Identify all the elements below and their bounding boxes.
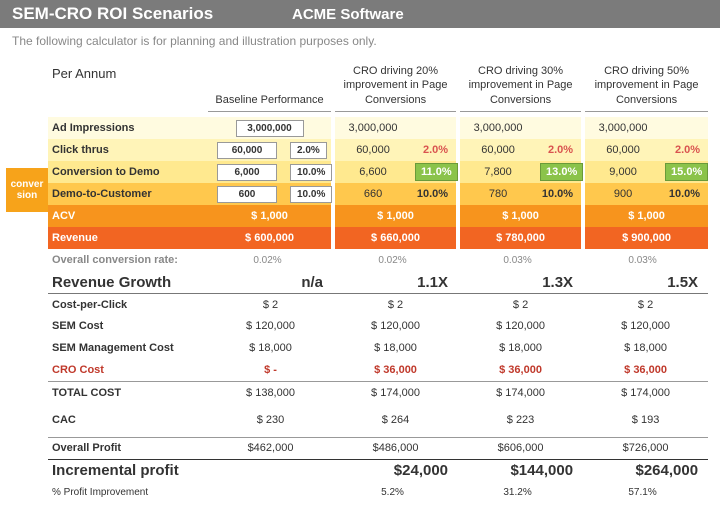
row-conversion-demo: Conversion to Demo 6,000 10.0% 6,60011.0… <box>48 161 708 183</box>
subtitle-text: The following calculator is for planning… <box>0 28 720 62</box>
row-revenue-growth: Revenue Growth n/a 1.1X 1.3X 1.5X <box>48 271 708 293</box>
page-title: SEM-CRO ROI Scenarios <box>12 4 292 24</box>
col-s30: CRO driving 30% improvement in Page Conv… <box>458 62 583 111</box>
input-demo[interactable]: 6,000 <box>217 164 277 181</box>
row-acv: ACV $ 1,000 $ 1,000 $ 1,000 $ 1,000 <box>48 205 708 227</box>
col-baseline: Baseline Performance <box>208 62 333 111</box>
badge-demo-30: 13.0% <box>540 163 583 181</box>
row-pct-improvement: % Profit Improvement 5.2% 31.2% 57.1% <box>48 481 708 503</box>
input-clicks[interactable]: 60,000 <box>217 142 277 159</box>
row-sem-cost: SEM Cost $ 120,000 $ 120,000 $ 120,000 $… <box>48 315 708 337</box>
col-s50: CRO driving 50% improvement in Page Conv… <box>583 62 708 111</box>
row-cac: CAC $ 230 $ 264 $ 223 $ 193 <box>48 409 708 431</box>
company-name: ACME Software <box>292 6 404 23</box>
badge-demo-50: 15.0% <box>665 163 708 181</box>
row-sem-mgt-cost: SEM Management Cost $ 18,000 $ 18,000 $ … <box>48 337 708 359</box>
row-incremental-profit: Incremental profit $24,000 $144,000 $264… <box>48 459 708 481</box>
row-total-cost: TOTAL COST $ 138,000 $ 174,000 $ 174,000… <box>48 381 708 403</box>
row-cpc: Cost-per-Click $ 2 $ 2 $ 2 $ 2 <box>48 293 708 315</box>
input-cust-pct[interactable]: 10.0% <box>290 186 332 203</box>
row-revenue: Revenue $ 600,000 $ 660,000 $ 780,000 $ … <box>48 227 708 249</box>
row-cro-cost: CRO Cost $ - $ 36,000 $ 36,000 $ 36,000 <box>48 359 708 381</box>
col-s20: CRO driving 20% improvement in Page Conv… <box>333 62 458 111</box>
conversion-tag: conver sion <box>6 168 48 212</box>
header-bar: SEM-CRO ROI Scenarios ACME Software <box>0 0 720 28</box>
row-overall-conv: Overall conversion rate: 0.02% 0.02% 0.0… <box>48 249 708 271</box>
input-demo-pct[interactable]: 10.0% <box>290 164 332 181</box>
per-annum-label: Per Annum <box>48 62 208 111</box>
row-click-thrus: Click thrus 60,000 2.0% 60,0002.0% 60,00… <box>48 139 708 161</box>
row-ad-impressions: Ad Impressions 3,000,000 3,000,000 3,000… <box>48 117 708 139</box>
input-ad-impressions[interactable]: 3,000,000 <box>236 120 304 137</box>
badge-demo-20: 11.0% <box>415 163 458 181</box>
roi-table: Per Annum Baseline Performance CRO drivi… <box>48 62 708 503</box>
input-cust[interactable]: 600 <box>217 186 277 203</box>
row-overall-profit: Overall Profit $462,000 $486,000 $606,00… <box>48 437 708 459</box>
row-demo-customer: Demo-to-Customer 600 10.0% 66010.0% 7801… <box>48 183 708 205</box>
input-clicks-pct[interactable]: 2.0% <box>290 142 327 159</box>
